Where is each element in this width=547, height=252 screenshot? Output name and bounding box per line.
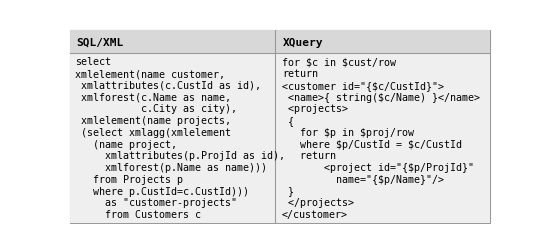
Text: where p.CustId=c.CustId))): where p.CustId=c.CustId))) bbox=[75, 186, 249, 196]
Text: </projects>: </projects> bbox=[282, 198, 354, 207]
Text: xmlelement(name customer,: xmlelement(name customer, bbox=[75, 69, 225, 79]
Text: XQuery: XQuery bbox=[283, 37, 323, 47]
Text: xmlelement(name projects,: xmlelement(name projects, bbox=[75, 116, 231, 125]
Text: from Projects p: from Projects p bbox=[75, 174, 183, 184]
Text: (select xmlagg(xmlelement: (select xmlagg(xmlelement bbox=[75, 127, 231, 137]
Bar bbox=[71, 31, 275, 53]
Text: xmlattributes(c.CustId as id),: xmlattributes(c.CustId as id), bbox=[75, 80, 261, 90]
Text: c.City as city),: c.City as city), bbox=[75, 104, 237, 114]
Text: name="{$p/Name}"/>: name="{$p/Name}"/> bbox=[282, 174, 444, 184]
Text: xmlforest(c.Name as name,: xmlforest(c.Name as name, bbox=[75, 92, 231, 102]
Text: SQL/XML: SQL/XML bbox=[76, 37, 123, 47]
Text: for $c in $cust/row: for $c in $cust/row bbox=[282, 57, 396, 67]
Text: where $p/CustId = $c/CustId: where $p/CustId = $c/CustId bbox=[282, 139, 462, 149]
Text: for $p in $proj/row: for $p in $proj/row bbox=[282, 127, 414, 137]
Text: <customer id="{$c/CustId}">: <customer id="{$c/CustId}"> bbox=[282, 80, 444, 90]
Text: {: { bbox=[282, 116, 294, 125]
Text: <projects>: <projects> bbox=[282, 104, 348, 114]
Text: select: select bbox=[75, 57, 111, 67]
Text: <name>{ string($c/Name) }</name>: <name>{ string($c/Name) }</name> bbox=[282, 92, 480, 102]
Text: </customer>: </customer> bbox=[282, 209, 348, 219]
Text: return: return bbox=[282, 151, 336, 161]
Text: <project id="{$p/ProjId}": <project id="{$p/ProjId}" bbox=[282, 163, 474, 172]
Text: (name project,: (name project, bbox=[75, 139, 177, 149]
Bar bbox=[275, 53, 490, 223]
Text: return: return bbox=[282, 69, 318, 79]
Text: from Customers c: from Customers c bbox=[75, 209, 201, 219]
Bar bbox=[275, 31, 490, 53]
Text: xmlattributes(p.ProjId as id),: xmlattributes(p.ProjId as id), bbox=[75, 151, 285, 161]
Text: as "customer-projects": as "customer-projects" bbox=[75, 198, 237, 207]
Text: xmlforest(p.Name as name))): xmlforest(p.Name as name))) bbox=[75, 163, 267, 172]
Bar bbox=[71, 53, 275, 223]
Text: }: } bbox=[282, 186, 294, 196]
